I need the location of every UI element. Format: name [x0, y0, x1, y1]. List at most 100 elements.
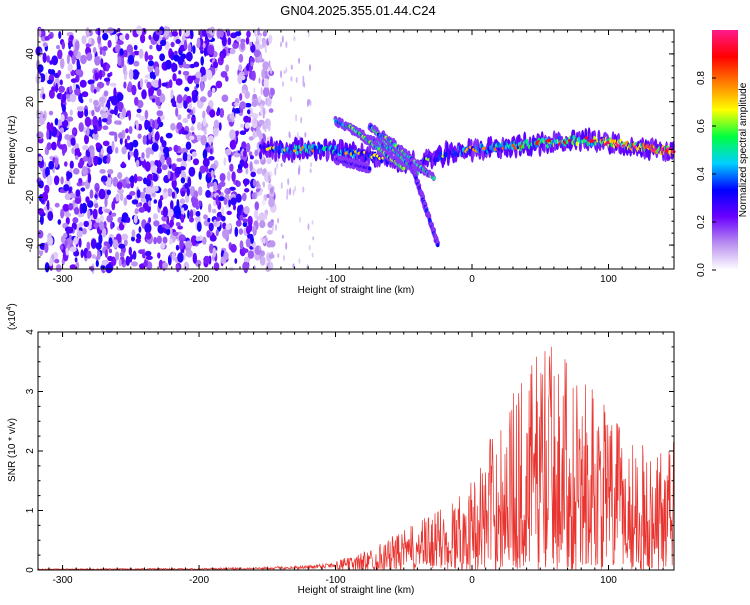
- colorbar-label: Normalized spectral amplitude: [738, 82, 749, 217]
- noise-mark: [178, 70, 182, 75]
- noise-mark: [166, 156, 172, 166]
- noise-mark: [118, 258, 122, 267]
- noise-mark: [247, 109, 251, 115]
- noise-mark: [228, 153, 232, 163]
- noise-mark: [114, 35, 118, 41]
- noise-mark: [234, 258, 238, 264]
- noise-mark: [48, 160, 55, 170]
- noise-mark: [154, 66, 160, 77]
- snr-xlabel: Height of straight line (km): [298, 585, 415, 596]
- noise-mark: [239, 130, 247, 135]
- noise-mark: [221, 35, 227, 47]
- snr-x-ticks: -300 -200 -100 0 100: [48, 332, 664, 586]
- noise-mark: [111, 212, 117, 217]
- noise-mark: [81, 202, 88, 214]
- noise-mark: [203, 45, 208, 57]
- noise-mark: [200, 135, 207, 146]
- noise-mark: [239, 159, 245, 168]
- noise-mark: [159, 154, 165, 165]
- x-tick-label: -200: [189, 274, 209, 285]
- noise-mark: [245, 142, 251, 153]
- noise-mark: [175, 244, 180, 251]
- noise-mark: [207, 173, 212, 178]
- snr-y-ticks: 0 1 2 3 4: [25, 329, 674, 573]
- noise-mark: [146, 193, 151, 201]
- noise-mark: [54, 202, 60, 208]
- noise-mark: [39, 214, 44, 225]
- noise-mark: [212, 61, 219, 69]
- noise-mark: [239, 93, 243, 101]
- noise-mark: [65, 73, 71, 79]
- noise-mark: [223, 157, 227, 166]
- noise-mark: [133, 44, 138, 51]
- noise-mark: [192, 45, 196, 54]
- noise-mark: [157, 116, 161, 125]
- noise-mark: [292, 189, 295, 196]
- y-tick-label: 4: [25, 329, 36, 335]
- noise-mark: [51, 86, 55, 92]
- noise-mark: [80, 249, 84, 259]
- noise-mark: [97, 34, 101, 45]
- noise-mark: [189, 135, 195, 141]
- snr-frame: [37, 331, 675, 571]
- noise-mark: [119, 34, 125, 41]
- colorbar-ticks: 0.0 0.2 0.4 0.6 0.8: [696, 71, 716, 277]
- noise-mark: [252, 93, 258, 99]
- noise-mark: [248, 222, 253, 232]
- noise-mark: [298, 57, 301, 64]
- noise-mark: [107, 39, 112, 48]
- noise-mark: [225, 64, 230, 72]
- noise-mark: [180, 190, 186, 197]
- noise-mark: [168, 79, 173, 89]
- noise-mark: [156, 110, 164, 117]
- noise-mark: [239, 214, 244, 221]
- noise-mark: [121, 233, 129, 241]
- noise-mark: [292, 263, 295, 269]
- noise-mark: [260, 103, 263, 109]
- x-tick-label: -100: [326, 575, 346, 586]
- noise-mark: [268, 174, 270, 181]
- noise-mark: [190, 126, 195, 132]
- noise-mark: [129, 176, 135, 183]
- noise-mark: [229, 139, 237, 150]
- noise-mark: [138, 48, 144, 59]
- noise-mark: [194, 217, 200, 222]
- noise-mark: [62, 203, 70, 212]
- noise-mark: [180, 213, 185, 223]
- noise-mark: [176, 122, 183, 130]
- noise-mark: [102, 50, 106, 57]
- noise-mark: [258, 77, 261, 84]
- noise-mark: [153, 236, 158, 245]
- snr-multiplier: (x104): [6, 303, 18, 330]
- noise-mark: [245, 238, 251, 248]
- noise-mark: [83, 220, 89, 228]
- noise-mark: [132, 250, 137, 260]
- noise-mark: [78, 177, 83, 184]
- noise-mark: [174, 50, 178, 55]
- noise-mark: [259, 253, 262, 260]
- noise-mark: [249, 155, 254, 160]
- noise-mark: [101, 118, 108, 123]
- noise-mark: [207, 44, 215, 55]
- noise-mark: [256, 216, 259, 222]
- y-tick-label: 0: [25, 146, 36, 152]
- noise-mark: [61, 104, 66, 113]
- noise-mark: [212, 126, 219, 137]
- noise-mark: [242, 248, 249, 253]
- noise-mark: [131, 261, 138, 267]
- noise-mark: [88, 37, 92, 45]
- noise-mark: [99, 46, 103, 55]
- noise-mark: [174, 166, 182, 176]
- noise-mark: [262, 153, 265, 161]
- ridge-halo: [367, 156, 371, 166]
- noise-mark: [290, 96, 292, 103]
- noise-mark: [135, 113, 141, 118]
- noise-mark: [223, 198, 228, 206]
- noise-mark: [106, 214, 113, 223]
- noise-mark: [38, 117, 45, 126]
- noise-mark: [192, 158, 200, 166]
- noise-mark: [171, 31, 179, 37]
- noise-mark: [215, 80, 223, 89]
- noise-mark: [302, 75, 305, 82]
- noise-mark: [148, 34, 152, 40]
